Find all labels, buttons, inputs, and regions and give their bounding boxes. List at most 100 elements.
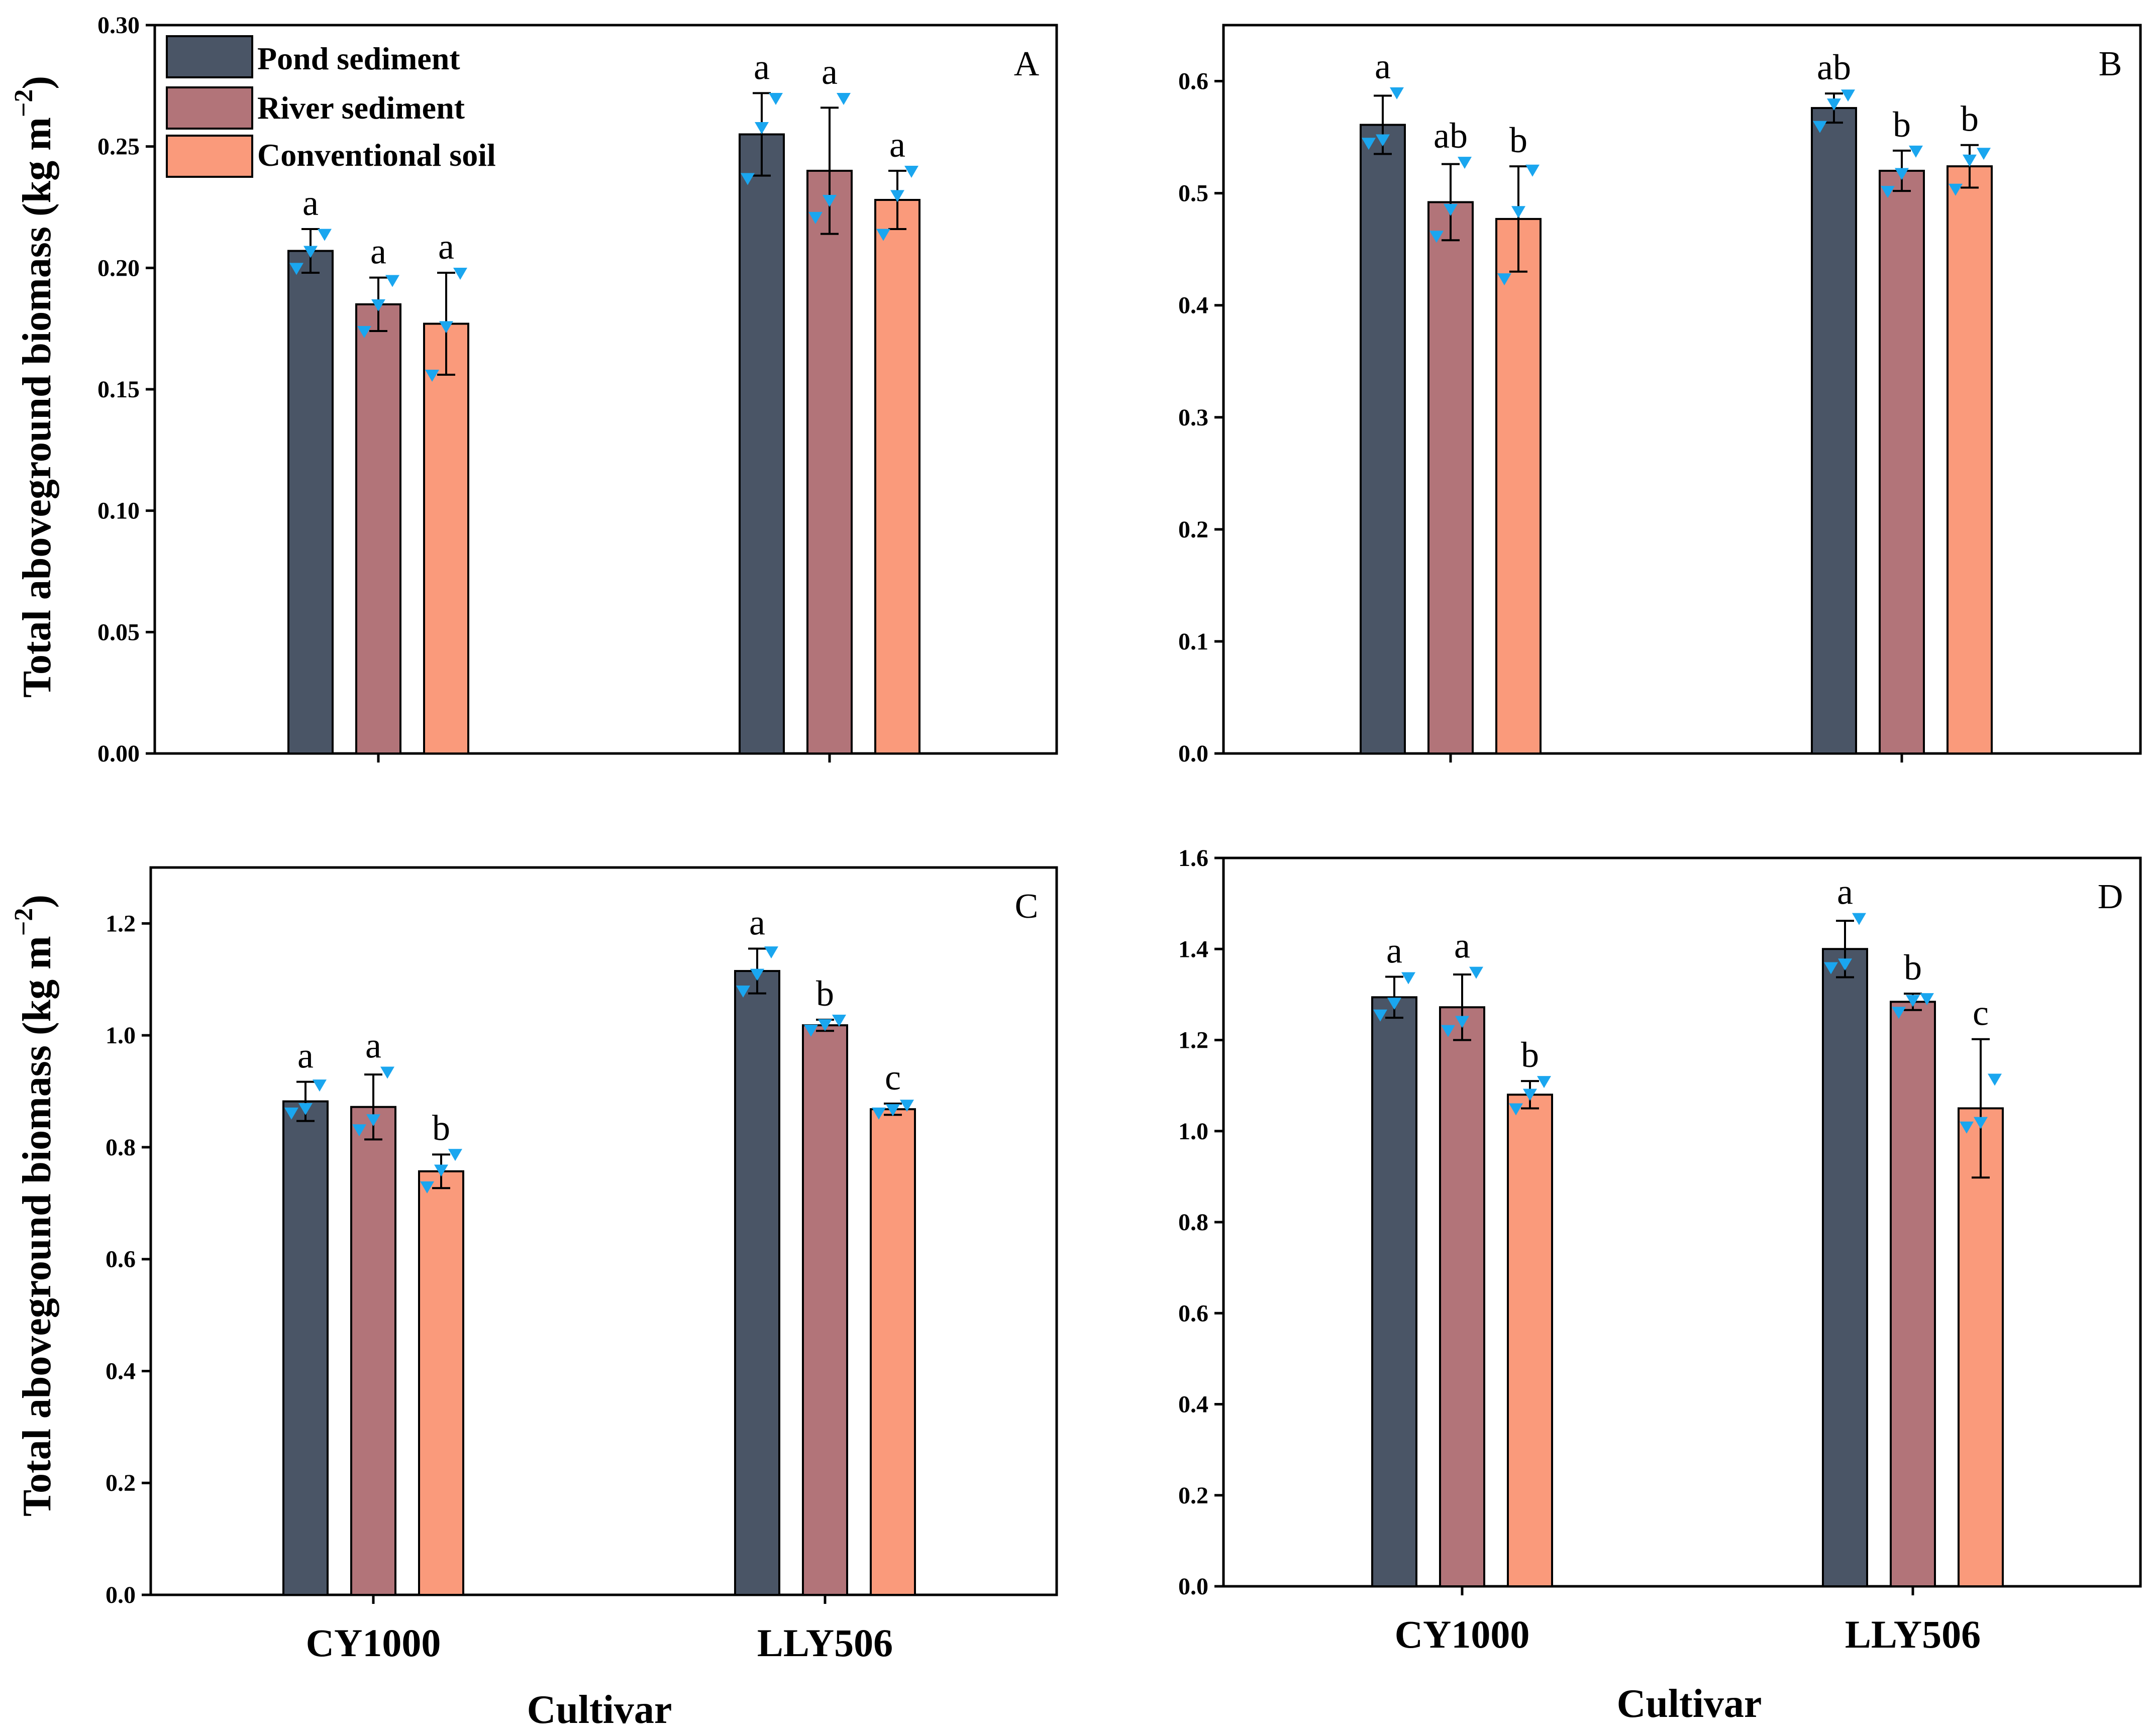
significance-letter: a <box>822 52 838 92</box>
bar <box>1507 1094 1553 1587</box>
data-point <box>872 1107 886 1120</box>
y-tick-label: 1.0 <box>106 1022 136 1049</box>
y-tick-label: 0.5 <box>1178 180 1208 207</box>
data-point <box>1525 164 1540 177</box>
data-point <box>385 275 399 287</box>
data-point <box>1455 1016 1469 1028</box>
data-point <box>357 326 371 338</box>
x-axis-title-left: Cultivar <box>527 1688 672 1732</box>
data-point <box>837 93 851 105</box>
bar <box>1947 165 1993 755</box>
data-point <box>808 211 823 224</box>
data-point <box>439 321 453 334</box>
significance-letter: b <box>1521 1035 1539 1075</box>
x-tick-label: LLY506 <box>757 1621 893 1665</box>
significance-letter: c <box>885 1057 901 1098</box>
data-point <box>313 1079 327 1092</box>
data-point <box>1458 157 1472 169</box>
data-point <box>1977 148 1991 160</box>
significance-letter: ab <box>1434 116 1468 156</box>
data-point <box>736 986 750 998</box>
y-tick-label: 0.0 <box>1178 1573 1208 1600</box>
y-tick-label: 0.15 <box>97 376 140 403</box>
bar <box>1890 1001 1936 1587</box>
data-point <box>755 122 769 134</box>
data-point <box>425 370 439 382</box>
y-tick-label: 1.2 <box>1178 1027 1208 1054</box>
bar <box>739 133 785 754</box>
y-tick-label: 0.00 <box>97 740 140 767</box>
data-point <box>1892 1007 1906 1019</box>
data-point <box>1362 138 1376 150</box>
bar <box>355 303 401 754</box>
y-tick-label: 0.2 <box>106 1470 136 1496</box>
data-point <box>1949 183 1963 196</box>
data-point <box>284 1107 298 1120</box>
data-point <box>352 1124 366 1137</box>
bar <box>802 1024 848 1596</box>
data-point <box>1906 995 1920 1007</box>
data-point <box>1390 87 1404 99</box>
data-point <box>420 1181 434 1194</box>
significance-letter: a <box>1454 926 1470 966</box>
data-point <box>900 1100 914 1112</box>
plot-frame <box>1222 24 2142 755</box>
data-point <box>318 229 332 241</box>
bar <box>282 1100 329 1596</box>
data-point <box>1376 134 1390 147</box>
y-tick-label: 0.6 <box>106 1246 136 1273</box>
data-point <box>1523 1089 1537 1101</box>
data-point <box>1401 972 1415 985</box>
data-point <box>434 1164 448 1177</box>
x-tick-label: LLY506 <box>1845 1612 1981 1656</box>
data-point <box>1441 1025 1455 1037</box>
data-point <box>1429 231 1444 243</box>
significance-letter: a <box>1375 46 1391 86</box>
panel-letter: C <box>1015 887 1039 926</box>
data-point <box>750 968 764 981</box>
significance-letter: c <box>1973 993 1989 1033</box>
bar <box>287 250 334 754</box>
data-point <box>1469 966 1483 979</box>
x-tick-label: CY1000 <box>1395 1612 1530 1656</box>
y-tick-label: 0.4 <box>1178 1391 1208 1418</box>
significance-letter: b <box>1509 120 1527 160</box>
y-tick-label: 0.20 <box>97 255 140 281</box>
legend-label-pond: Pond sediment <box>257 41 460 76</box>
legend-swatch-pond <box>166 35 253 78</box>
bar <box>806 170 853 754</box>
y-tick-label: 0.3 <box>1178 404 1208 431</box>
y-tick-label: 0.2 <box>1178 516 1208 543</box>
y-tick-label: 0.25 <box>97 134 140 160</box>
data-point <box>1920 993 1934 1006</box>
y-tick-label: 0.4 <box>106 1358 136 1384</box>
data-point <box>818 1019 832 1031</box>
bar <box>1822 948 1868 1587</box>
data-point <box>1909 145 1923 158</box>
significance-letter: b <box>1961 99 1979 139</box>
y-tick-label: 1.6 <box>1178 845 1208 872</box>
panel-a: 0.00 0.05 0.10 0.15 0.20 0.25 0.30 a a a a a a A <box>97 12 1058 767</box>
panel-c: 0.0 0.2 0.4 0.6 0.8 1.0 1.2 CY1000 LLY506 a a a b b c C <box>106 866 1058 1665</box>
y-tick-label: 1.4 <box>1178 936 1208 962</box>
data-point <box>1444 203 1458 216</box>
significance-letter: b <box>1904 947 1922 988</box>
panel-letter: B <box>2099 45 2122 83</box>
data-point <box>303 246 318 258</box>
significance-letter: a <box>749 903 765 943</box>
bar <box>1371 996 1417 1587</box>
significance-letter: a <box>754 47 770 87</box>
panel-letter: D <box>2098 878 2123 916</box>
data-point <box>298 1103 313 1115</box>
significance-letter: a <box>365 1026 381 1066</box>
legend-label-conventional: Conventional soil <box>257 137 496 173</box>
legend: Pond sediment River sediment Conventiona… <box>166 35 496 178</box>
significance-letter: a <box>1837 872 1853 912</box>
panel-letter: A <box>1014 45 1040 83</box>
data-point <box>904 166 918 178</box>
y-tick-label: 0.1 <box>1178 628 1208 655</box>
bar <box>874 199 920 754</box>
legend-swatch-conventional <box>166 135 253 178</box>
x-axis-title-right: Cultivar <box>1617 1682 1762 1726</box>
